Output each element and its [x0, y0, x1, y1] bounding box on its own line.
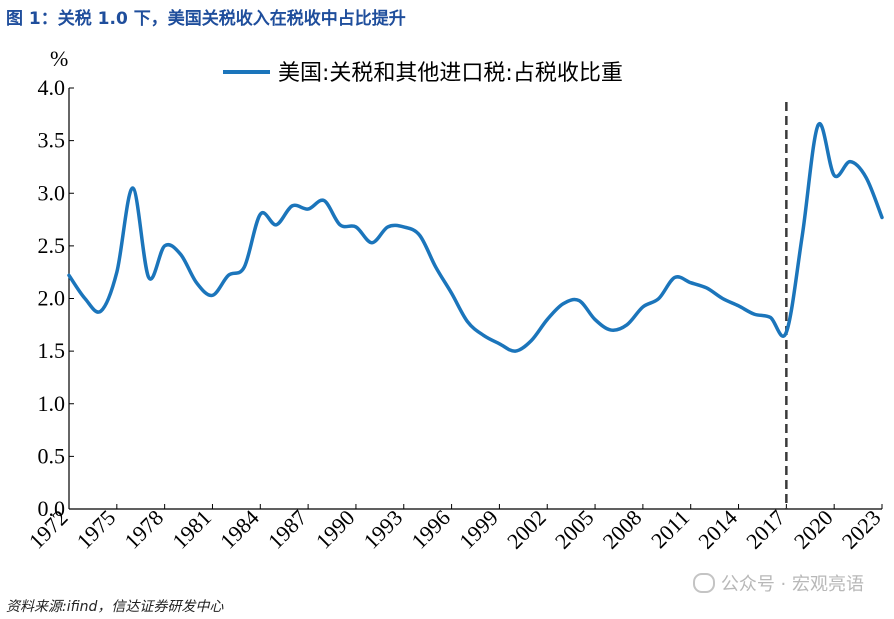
x-tick-label: 1996 [406, 505, 455, 554]
watermark: 公众号 · 宏观亮语 [692, 570, 864, 596]
x-tick-label: 1975 [72, 505, 121, 554]
y-tick-label: 2.0 [38, 286, 66, 311]
x-tick-label: 1978 [119, 505, 168, 554]
x-tick-label: 2011 [646, 505, 694, 553]
y-tick-label: 1.0 [38, 391, 66, 416]
x-tick-label: 1993 [359, 505, 408, 554]
watermark-text: 公众号 · 宏观亮语 [720, 574, 864, 595]
y-tick-label: 4.0 [38, 75, 66, 100]
x-tick-label: 1984 [215, 505, 264, 554]
x-tick-label: 1990 [311, 505, 360, 554]
x-tick-label: 2014 [693, 505, 742, 554]
x-tick-label: 1999 [454, 505, 503, 554]
x-tick-label: 1987 [263, 505, 312, 554]
x-tick-label: 2020 [789, 505, 838, 554]
x-tick-label: 1981 [167, 505, 216, 554]
y-tick-label: 2.5 [38, 233, 66, 258]
y-tick-label: 3.0 [38, 180, 66, 205]
legend-label: 美国:关税和其他进口税:占税收比重 [278, 61, 623, 86]
y-tick-label: 0.5 [38, 443, 66, 468]
figure-title: 图 1：关税 1.0 下，美国关税收入在税收中占比提升 [6, 9, 406, 29]
y-tick-label: 3.5 [38, 128, 66, 153]
plot-area [67, 102, 884, 509]
y-axis-unit: % [50, 46, 68, 71]
chart-legend: 美国:关税和其他进口税:占税收比重 [223, 61, 623, 86]
x-tick-label: 2002 [502, 505, 551, 554]
wechat-icon [692, 573, 715, 593]
x-tick-label: 2008 [598, 505, 647, 554]
series-line [67, 121, 884, 353]
x-tick-label: 2023 [837, 505, 886, 554]
y-tick-label: 0.0 [38, 496, 66, 521]
x-tick-label: 1972 [24, 505, 73, 554]
y-tick-label: 1.5 [38, 338, 66, 363]
x-tick-label: 2005 [550, 505, 599, 554]
x-tick-label: 2017 [741, 505, 790, 554]
source-note: 资料来源:ifind，信达证券研发中心 [6, 599, 224, 615]
